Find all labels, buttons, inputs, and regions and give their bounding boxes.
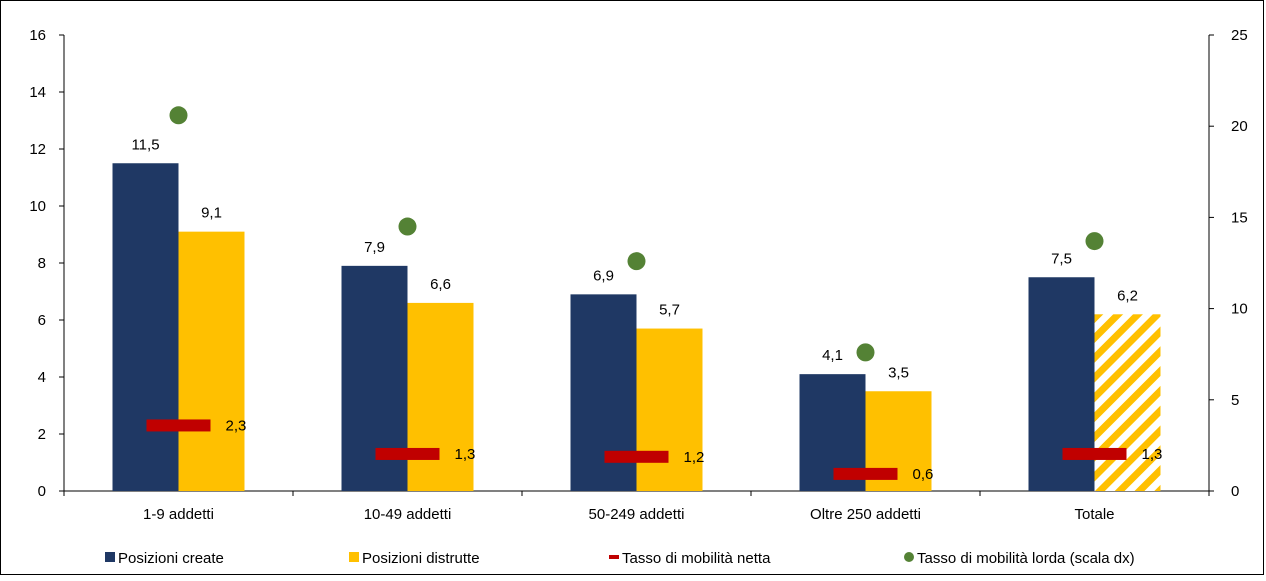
data-label-posizioni-create: 7,9 [364, 239, 385, 256]
right-y-tick-label: 25 [1231, 27, 1248, 44]
bar-posizioni-distrutte [636, 328, 703, 491]
data-label-posizioni-create: 7,5 [1051, 250, 1072, 267]
data-label-posizioni-distrutte: 3,5 [888, 364, 909, 381]
left-y-tick-label: 4 [38, 369, 46, 386]
bars [112, 163, 1161, 491]
marker-tasso-mobilita-netta [375, 447, 440, 460]
data-label-tasso-mobilita-netta: 1,2 [684, 449, 705, 466]
data-label-tasso-mobilita-netta: 0,6 [913, 466, 934, 483]
left-y-tick-label: 6 [38, 312, 46, 329]
right-y-tick-label: 10 [1231, 301, 1248, 318]
marker-tasso-mobilita-netta [833, 467, 898, 480]
data-label-posizioni-distrutte: 6,6 [430, 276, 451, 293]
data-label-tasso-mobilita-netta: 1,3 [455, 446, 476, 463]
markers [146, 106, 1127, 480]
axes: 0 2 4 6 8 10 12 14 16 0 5 10 15 20 25 [29, 27, 1247, 500]
marker-tasso-mobilita-lorda [1085, 232, 1104, 251]
left-y-tick-label: 12 [29, 141, 46, 158]
legend-label: Posizioni distrutte [362, 550, 480, 567]
marker-tasso-mobilita-lorda [627, 252, 646, 271]
marker-tasso-mobilita-lorda [856, 343, 875, 362]
right-y-tick-label: 15 [1231, 209, 1248, 226]
bar-posizioni-create [112, 163, 179, 491]
legend: Posizioni create Posizioni distrutte Tasso… [105, 550, 1135, 567]
legend-swatch-dot [904, 552, 914, 562]
right-y-tick-label: 20 [1231, 118, 1248, 135]
data-label-posizioni-distrutte: 6,2 [1117, 287, 1138, 304]
legend-swatch-square [349, 552, 359, 562]
right-y-tick-label: 0 [1231, 483, 1239, 500]
data-labels: 1-9 addetti 11,5 9,1 2,3 10-49 addetti 7,9 6,6… [131, 136, 1162, 523]
left-y-tick-label: 2 [38, 426, 46, 443]
data-label-posizioni-distrutte: 5,7 [659, 302, 680, 319]
left-y-tick-label: 8 [38, 255, 46, 272]
legend-swatch-dash [609, 555, 619, 559]
legend-label: Tasso di mobilità lorda (scala dx) [917, 550, 1135, 567]
x-category-label: 1-9 addetti [143, 506, 214, 523]
left-y-tick-label: 16 [29, 27, 46, 44]
data-label-tasso-mobilita-netta: 2,3 [226, 417, 247, 434]
marker-tasso-mobilita-netta [604, 450, 669, 463]
left-y-tick-label: 0 [38, 483, 46, 500]
data-label-posizioni-create: 6,9 [593, 267, 614, 284]
data-label-posizioni-create: 4,1 [822, 347, 843, 364]
x-category-label: Oltre 250 addetti [810, 506, 921, 523]
x-category-label: 50-249 addetti [589, 506, 685, 523]
bar-posizioni-distrutte [1094, 314, 1161, 491]
x-category-label: Totale [1074, 506, 1114, 523]
left-y-tick-label: 10 [29, 198, 46, 215]
marker-tasso-mobilita-netta [146, 419, 211, 432]
data-label-tasso-mobilita-netta: 1,3 [1142, 446, 1163, 463]
legend-label: Tasso di mobilità netta [622, 550, 771, 567]
marker-tasso-mobilita-lorda [398, 217, 417, 236]
right-y-tick-label: 5 [1231, 392, 1239, 409]
legend-label: Posizioni create [118, 550, 224, 567]
data-label-posizioni-create: 11,5 [131, 136, 159, 153]
data-label-posizioni-distrutte: 9,1 [201, 205, 222, 222]
marker-tasso-mobilita-netta [1062, 447, 1127, 460]
marker-tasso-mobilita-lorda [169, 106, 188, 125]
legend-swatch-square [105, 552, 115, 562]
left-y-tick-label: 14 [29, 84, 46, 101]
x-category-label: 10-49 addetti [364, 506, 452, 523]
bar-posizioni-distrutte [178, 231, 245, 491]
